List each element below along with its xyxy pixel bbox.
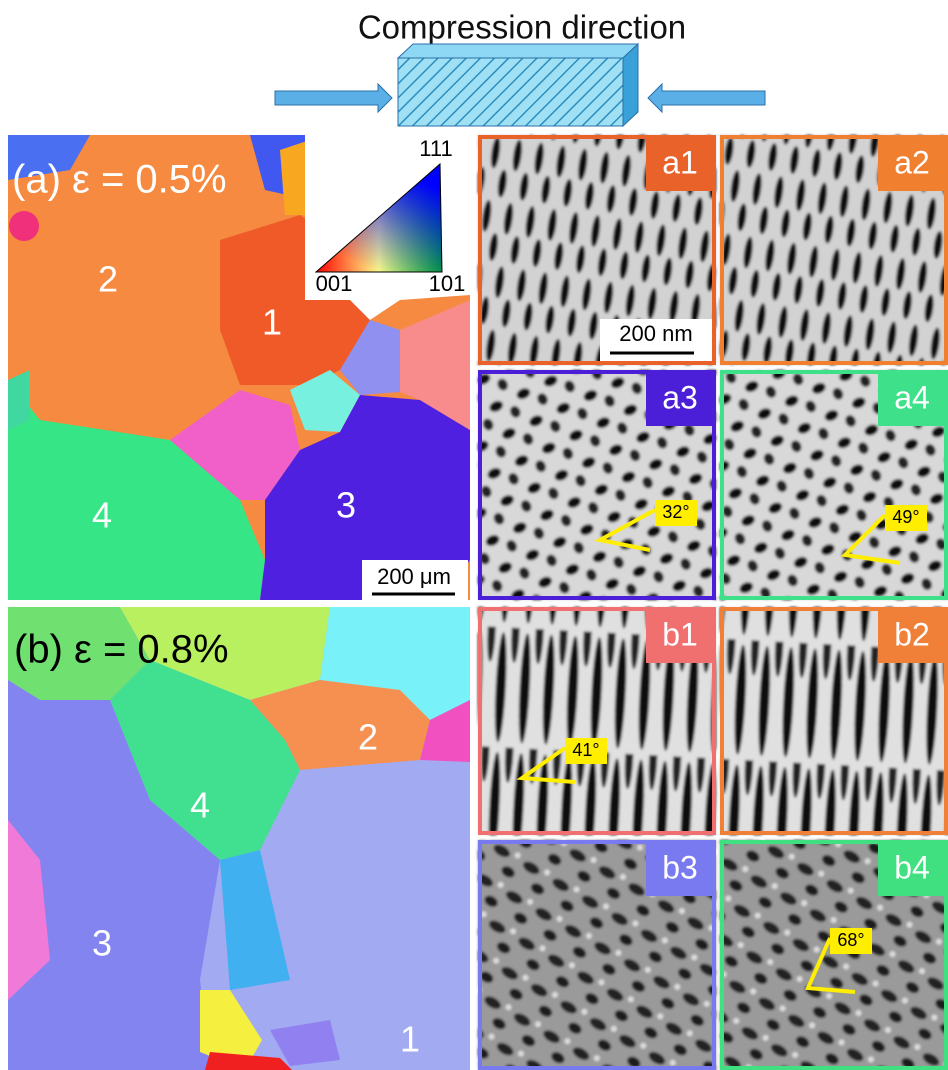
arrow-right [648, 84, 765, 112]
grain-label: 4 [92, 495, 112, 536]
grain [8, 370, 30, 430]
angle-label: 41° [572, 740, 599, 760]
orientation-map-b: (b) ε = 0.8% 2 4 3 1 [8, 607, 470, 1070]
angle-label: 32° [662, 502, 689, 522]
scale-bar-label: 200 nm [619, 321, 692, 346]
panel-label: b1 [662, 616, 698, 652]
panel-label: a4 [894, 379, 930, 415]
panel-label: b2 [894, 616, 930, 652]
panel-label: a3 [662, 379, 698, 415]
micrographs: a1 200 nm a2 a3 32° a4 49° b1 b2 b3 41° b4 68° [478, 135, 948, 1070]
panel-label: a1 [662, 144, 698, 180]
grain-label: 3 [92, 923, 112, 964]
scale-bar-label: 200 μm [377, 564, 451, 589]
block-front [398, 58, 623, 126]
grain-label: 1 [400, 1019, 420, 1060]
title: Compression direction [358, 9, 686, 46]
grain [9, 211, 39, 241]
panel-label: b4 [894, 849, 930, 885]
map-label: (b) ε = 0.8% [14, 628, 229, 672]
panel-label: a2 [894, 144, 930, 180]
angle-label: 68° [837, 930, 864, 950]
grain-label: 3 [336, 485, 356, 526]
grain-label: 1 [262, 302, 282, 343]
angle-label: 49° [892, 507, 919, 527]
figure: Compression direction 111 001 101 (a) ε … [0, 0, 948, 1070]
legend-label: 101 [429, 271, 466, 296]
grain-label: 4 [190, 785, 210, 826]
arrow-left [275, 84, 392, 112]
block-side [623, 44, 638, 126]
grain-label: 2 [98, 259, 118, 300]
legend-label: 111 [419, 136, 452, 161]
panel-label: b3 [662, 849, 698, 885]
map-label: (a) ε = 0.5% [12, 158, 227, 202]
grain-label: 2 [358, 717, 378, 758]
orientation-map-a: 111 001 101 (a) ε = 0.5% 2 1 3 4 200 μm [8, 135, 470, 600]
legend-label: 001 [316, 271, 353, 296]
block-top [398, 44, 638, 58]
